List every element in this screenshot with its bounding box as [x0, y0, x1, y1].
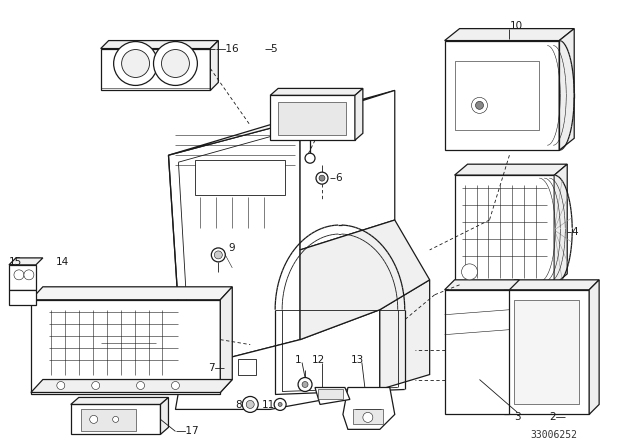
- Text: 12: 12: [312, 354, 324, 365]
- Circle shape: [472, 97, 488, 113]
- Bar: [353, 409, 383, 424]
- Circle shape: [274, 398, 286, 410]
- Polygon shape: [554, 164, 567, 285]
- Polygon shape: [100, 48, 211, 90]
- Polygon shape: [100, 41, 218, 48]
- Polygon shape: [270, 88, 363, 95]
- Circle shape: [172, 382, 179, 389]
- Text: 15: 15: [9, 257, 22, 267]
- Polygon shape: [559, 29, 574, 150]
- Bar: [195, 160, 285, 195]
- Circle shape: [211, 248, 225, 262]
- Polygon shape: [380, 280, 429, 389]
- Bar: [278, 103, 346, 135]
- Polygon shape: [270, 95, 355, 140]
- Circle shape: [57, 382, 65, 389]
- Text: 11: 11: [262, 401, 275, 410]
- Polygon shape: [445, 29, 574, 41]
- Polygon shape: [504, 280, 599, 290]
- Circle shape: [298, 378, 312, 392]
- Circle shape: [92, 382, 100, 389]
- Polygon shape: [589, 280, 599, 414]
- Circle shape: [246, 401, 254, 409]
- Polygon shape: [168, 330, 215, 360]
- Text: 9: 9: [228, 243, 235, 253]
- Circle shape: [114, 42, 157, 86]
- Text: 13: 13: [351, 354, 365, 365]
- Circle shape: [113, 416, 118, 422]
- Polygon shape: [300, 220, 429, 340]
- Circle shape: [319, 175, 325, 181]
- Circle shape: [14, 270, 24, 280]
- Text: 8: 8: [235, 401, 241, 410]
- Polygon shape: [31, 287, 232, 300]
- Bar: [515, 300, 579, 405]
- Circle shape: [302, 382, 308, 388]
- Polygon shape: [343, 388, 395, 429]
- Text: 7—: 7—: [209, 362, 225, 373]
- Polygon shape: [445, 290, 509, 414]
- Circle shape: [363, 413, 373, 422]
- Bar: [31, 300, 220, 395]
- Polygon shape: [220, 287, 232, 392]
- Bar: [238, 358, 256, 375]
- Circle shape: [136, 382, 145, 389]
- Text: 1: 1: [295, 354, 301, 365]
- Text: 6: 6: [335, 173, 342, 183]
- Polygon shape: [445, 280, 520, 290]
- Bar: [318, 389, 343, 400]
- Polygon shape: [9, 290, 36, 305]
- Circle shape: [122, 50, 150, 78]
- Polygon shape: [445, 41, 559, 150]
- Circle shape: [24, 270, 34, 280]
- Text: 33006252: 33006252: [531, 431, 578, 440]
- Text: 14: 14: [56, 257, 69, 267]
- Polygon shape: [9, 258, 43, 265]
- Circle shape: [161, 50, 189, 78]
- Polygon shape: [161, 397, 168, 435]
- Polygon shape: [454, 164, 567, 175]
- Polygon shape: [9, 265, 36, 290]
- Polygon shape: [211, 41, 218, 90]
- Circle shape: [461, 264, 477, 280]
- Text: 5: 5: [270, 43, 276, 54]
- Text: —16: —16: [215, 43, 239, 54]
- Circle shape: [154, 42, 197, 86]
- Circle shape: [243, 396, 258, 413]
- Circle shape: [278, 402, 282, 406]
- Text: 2—: 2—: [548, 413, 566, 422]
- Circle shape: [90, 415, 98, 423]
- Polygon shape: [71, 405, 161, 435]
- Bar: [81, 409, 136, 431]
- Polygon shape: [355, 88, 363, 140]
- Polygon shape: [168, 121, 300, 370]
- Circle shape: [316, 172, 328, 184]
- Polygon shape: [454, 175, 554, 285]
- Circle shape: [305, 153, 315, 163]
- Circle shape: [476, 101, 483, 109]
- Polygon shape: [315, 388, 350, 405]
- Text: 4: 4: [572, 227, 578, 237]
- Polygon shape: [168, 90, 395, 155]
- Circle shape: [214, 251, 222, 259]
- Polygon shape: [300, 90, 395, 250]
- Polygon shape: [31, 379, 232, 392]
- Polygon shape: [71, 397, 168, 405]
- Text: 10: 10: [509, 21, 522, 30]
- Bar: [454, 60, 540, 130]
- Polygon shape: [175, 310, 380, 409]
- Text: 3: 3: [514, 413, 521, 422]
- Polygon shape: [504, 290, 589, 414]
- Text: —17: —17: [175, 426, 199, 436]
